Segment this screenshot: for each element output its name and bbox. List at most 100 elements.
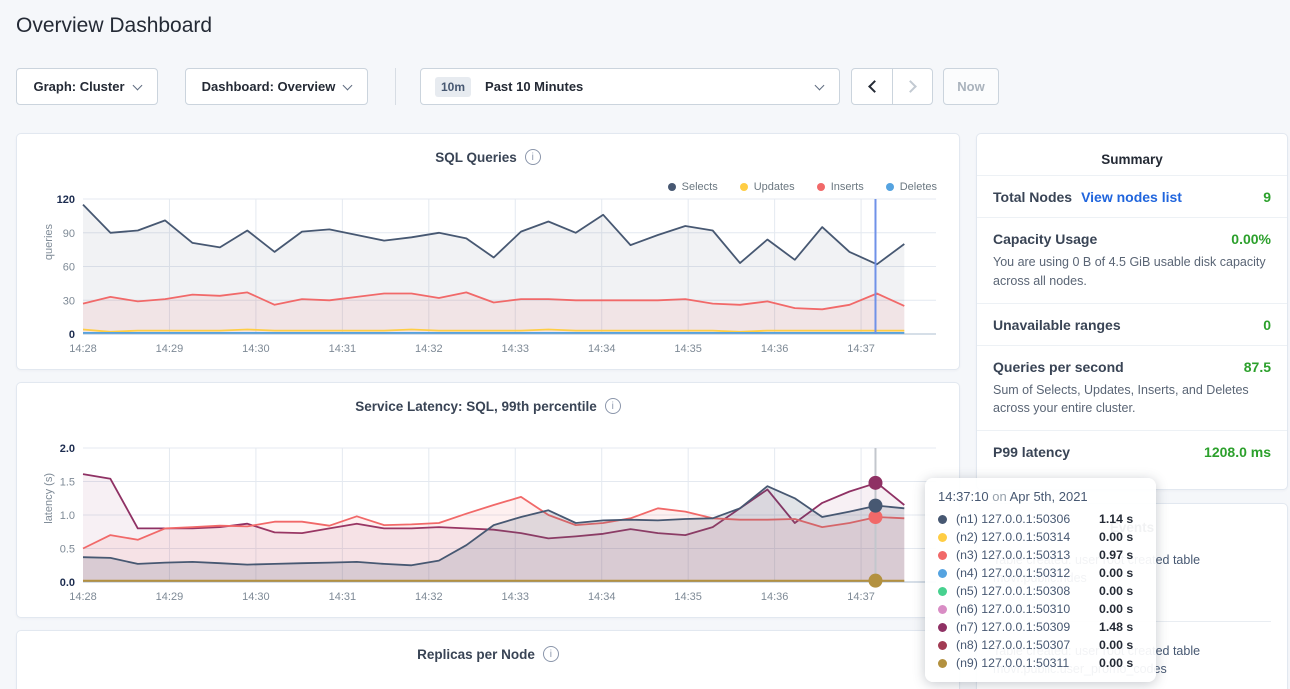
chevron-down-icon — [343, 80, 353, 90]
svg-text:14:30: 14:30 — [242, 343, 270, 355]
svg-text:14:35: 14:35 — [674, 591, 702, 603]
view-nodes-list-link[interactable]: View nodes list — [1081, 189, 1182, 205]
series-dot-icon — [938, 551, 947, 560]
summary-label: Total Nodes — [993, 189, 1072, 205]
dashboard-dropdown[interactable]: Dashboard: Overview — [185, 68, 368, 105]
tooltip-node-row: (n5) 127.0.0.1:503080.00 s — [938, 582, 1143, 600]
tooltip-node-row: (n1) 127.0.0.1:503061.14 s — [938, 510, 1143, 528]
series-dot-icon — [886, 183, 894, 191]
tooltip-timestamp: 14:37:10 on Apr 5th, 2021 — [938, 489, 1143, 504]
series-dot-icon — [938, 533, 947, 542]
summary-value: 9 — [1263, 189, 1271, 205]
summary-value: 87.5 — [1244, 359, 1271, 375]
info-icon[interactable]: i — [605, 398, 621, 414]
tooltip-node-row: (n7) 127.0.0.1:503091.48 s — [938, 618, 1143, 636]
time-range-badge: 10m — [435, 77, 471, 97]
svg-text:0.0: 0.0 — [60, 577, 75, 589]
svg-text:14:34: 14:34 — [588, 343, 616, 355]
svg-text:14:28: 14:28 — [69, 591, 97, 603]
tooltip-node-row: (n9) 127.0.0.1:503110.00 s — [938, 654, 1143, 672]
tooltip-node-row: (n2) 127.0.0.1:503140.00 s — [938, 528, 1143, 546]
summary-row-capacity: Capacity Usage 0.00% You are using 0 B o… — [977, 217, 1287, 303]
svg-text:14:33: 14:33 — [501, 343, 529, 355]
summary-label: Queries per second — [993, 359, 1124, 375]
summary-label: P99 latency — [993, 444, 1070, 460]
dashboard-label: Dashboard: Overview — [202, 79, 336, 94]
time-step-forward-button[interactable] — [892, 69, 932, 104]
series-dot-icon — [938, 605, 947, 614]
series-dot-icon — [938, 623, 947, 632]
svg-text:120: 120 — [57, 194, 75, 206]
time-range-label: Past 10 Minutes — [485, 79, 583, 94]
summary-row-total-nodes: Total Nodes View nodes list 9 — [977, 175, 1287, 217]
legend-item: Inserts — [817, 181, 864, 193]
summary-value: 0 — [1263, 317, 1271, 333]
graph-scope-dropdown[interactable]: Graph: Cluster — [16, 68, 158, 105]
svg-text:0.5: 0.5 — [60, 544, 75, 556]
chevron-right-icon — [904, 80, 917, 93]
legend-item: Updates — [740, 181, 795, 193]
chart-title: SQL Queries — [435, 150, 517, 165]
page-title: Overview Dashboard — [16, 14, 212, 38]
summary-row-qps: Queries per second 87.5 Sum of Selects, … — [977, 345, 1287, 431]
tooltip-node-row: (n3) 127.0.0.1:503130.97 s — [938, 546, 1143, 564]
svg-text:14:30: 14:30 — [242, 591, 270, 603]
sql-queries-chart[interactable]: 14:2814:2914:3014:3114:3214:3314:3414:35… — [35, 193, 943, 358]
svg-text:14:36: 14:36 — [761, 343, 789, 355]
svg-text:60: 60 — [63, 262, 75, 274]
service-latency-chart-card: Service Latency: SQL, 99th percentile i … — [16, 382, 960, 618]
summary-value: 0.00% — [1231, 231, 1271, 247]
info-icon[interactable]: i — [543, 646, 559, 662]
svg-text:30: 30 — [63, 295, 75, 307]
svg-text:90: 90 — [63, 228, 75, 240]
series-dot-icon — [740, 183, 748, 191]
time-range-dropdown[interactable]: 10m Past 10 Minutes — [420, 68, 840, 105]
series-dot-icon — [938, 641, 947, 650]
chevron-down-icon — [815, 80, 825, 90]
tooltip-node-list: (n1) 127.0.0.1:503061.14 s(n2) 127.0.0.1… — [938, 510, 1143, 672]
summary-panel: Summary Total Nodes View nodes list 9 Ca… — [976, 133, 1288, 490]
svg-text:14:31: 14:31 — [329, 591, 357, 603]
chart-title: Service Latency: SQL, 99th percentile — [355, 399, 597, 414]
series-dot-icon — [668, 183, 676, 191]
chart-legend: SelectsUpdatesInsertsDeletes — [668, 181, 937, 193]
replicas-chart-card: Replicas per Node i — [16, 630, 960, 689]
summary-row-unavailable-ranges: Unavailable ranges 0 — [977, 303, 1287, 345]
tooltip-node-row: (n4) 127.0.0.1:503120.00 s — [938, 564, 1143, 582]
svg-text:1.5: 1.5 — [60, 477, 75, 489]
now-button[interactable]: Now — [943, 68, 999, 105]
svg-text:14:36: 14:36 — [761, 591, 789, 603]
series-dot-icon — [938, 515, 947, 524]
summary-label: Unavailable ranges — [993, 317, 1121, 333]
chart-title: Replicas per Node — [417, 647, 535, 662]
summary-row-p99: P99 latency 1208.0 ms — [977, 430, 1287, 472]
series-dot-icon — [817, 183, 825, 191]
tooltip-node-row: (n8) 127.0.0.1:503070.00 s — [938, 636, 1143, 654]
summary-description: Sum of Selects, Updates, Inserts, and De… — [993, 381, 1271, 419]
svg-text:1.0: 1.0 — [60, 510, 75, 522]
tooltip-node-row: (n6) 127.0.0.1:503100.00 s — [938, 600, 1143, 618]
svg-text:14:33: 14:33 — [501, 591, 529, 603]
series-dot-icon — [938, 659, 947, 668]
service-latency-chart[interactable]: 14:2814:2914:3014:3114:3214:3314:3414:35… — [35, 442, 943, 606]
svg-text:0: 0 — [69, 329, 75, 341]
svg-text:14:29: 14:29 — [156, 591, 184, 603]
legend-item: Deletes — [886, 181, 937, 193]
svg-text:14:37: 14:37 — [847, 343, 875, 355]
summary-value: 1208.0 ms — [1204, 444, 1271, 460]
info-icon[interactable]: i — [525, 149, 541, 165]
svg-text:2.0: 2.0 — [60, 443, 75, 455]
charts-column: SQL Queries i SelectsUpdatesInsertsDelet… — [16, 133, 960, 689]
svg-text:14:35: 14:35 — [674, 343, 702, 355]
chevron-down-icon — [132, 80, 142, 90]
chart-hover-tooltip: 14:37:10 on Apr 5th, 2021 (n1) 127.0.0.1… — [925, 478, 1156, 682]
time-step-back-button[interactable] — [852, 69, 892, 104]
sql-queries-chart-card: SQL Queries i SelectsUpdatesInsertsDelet… — [16, 133, 960, 370]
svg-text:14:34: 14:34 — [588, 591, 616, 603]
svg-text:14:32: 14:32 — [415, 343, 443, 355]
time-step-group — [851, 68, 933, 105]
controls-divider — [395, 68, 396, 105]
dashboard-controls: Graph: Cluster Dashboard: Overview 10m P… — [16, 68, 999, 105]
svg-text:14:37: 14:37 — [847, 591, 875, 603]
graph-scope-label: Graph: Cluster — [33, 79, 124, 94]
